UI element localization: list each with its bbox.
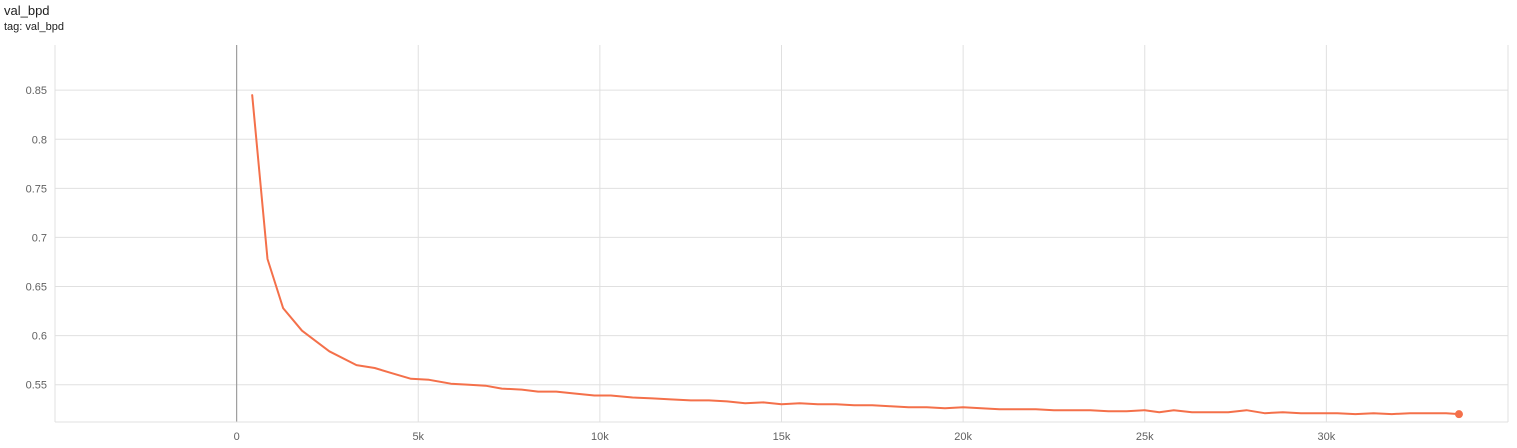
x-tick-label: 10k [591,431,609,443]
series-last-point[interactable] [1454,410,1463,419]
series-layer [251,94,1463,419]
x-tick-label: 5k [412,431,424,443]
x-tick-label: 20k [954,431,972,443]
x-tick-label: 0 [234,431,240,443]
series-line[interactable] [251,94,1460,416]
y-tick-label: 0.8 [32,134,47,146]
grid [55,45,1508,422]
axes [54,45,1509,423]
y-tick-label: 0.7 [32,232,47,244]
chart-title: val_bpd [4,3,50,18]
y-tick-label: 0.65 [26,282,47,294]
tick-labels: 0.55 0.6 0.65 0.7 0.75 0.8 0.85 0 5k 10k 15k 20k 25k… [26,85,1336,443]
x-tick-label: 25k [1136,431,1154,443]
chart-tag: tag: val_bpd [4,21,64,33]
x-tick-label: 15k [773,431,791,443]
y-tick-label: 0.75 [26,183,47,195]
y-tick-label: 0.6 [32,331,47,343]
y-tick-label: 0.55 [26,380,47,392]
y-tick-label: 0.85 [26,85,47,97]
x-tick-label: 30k [1318,431,1336,443]
